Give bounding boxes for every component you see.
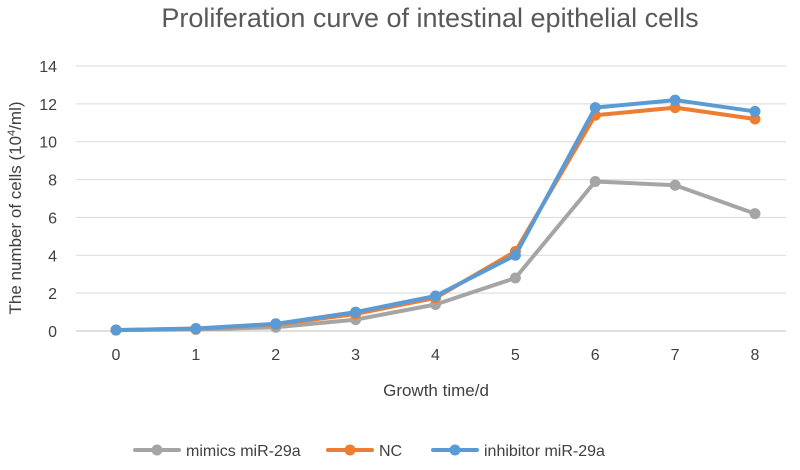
x-tick-label: 4: [431, 347, 440, 364]
data-point: [509, 272, 521, 284]
legend: mimics miR-29a NC inhibitor miR-29a: [133, 443, 605, 460]
data-point: [509, 249, 521, 261]
data-point: [749, 208, 761, 220]
x-tick-label: 0: [112, 347, 121, 364]
y-tick-label: 10: [39, 135, 57, 152]
data-point: [190, 323, 202, 335]
legend-item: NC: [326, 443, 402, 460]
data-point: [110, 324, 122, 336]
series-inhibitor-mir-29a: [110, 94, 761, 336]
y-tick-label: 2: [48, 286, 57, 303]
gridlines: [76, 65, 786, 294]
legend-label: NC: [379, 443, 402, 460]
series-group: [110, 94, 761, 336]
x-tick-label: 1: [191, 347, 200, 364]
x-tick-label: 3: [351, 347, 360, 364]
y-axis-title-exponent: 4: [6, 130, 18, 136]
y-axis-title-suffix: /ml): [6, 101, 25, 129]
data-point: [669, 179, 681, 191]
y-tick-label: 4: [48, 248, 57, 265]
chart-title: Proliferation curve of intestinal epithe…: [161, 3, 698, 33]
data-point: [589, 102, 601, 114]
y-tick-label: 8: [48, 173, 57, 190]
data-point: [669, 102, 681, 114]
x-tick-label: 5: [511, 347, 520, 364]
legend-item: mimics miR-29a: [133, 443, 301, 460]
data-point: [669, 94, 681, 106]
x-axis-title: Growth time/d: [383, 381, 489, 400]
x-tick-label: 6: [591, 347, 600, 364]
x-tick-label: 7: [671, 347, 680, 364]
y-tick-label: 0: [48, 324, 57, 341]
y-axis-title-main: The number of cells (10: [6, 136, 25, 315]
legend-label: mimics miR-29a: [186, 443, 301, 460]
data-point: [430, 290, 441, 302]
y-tick-label: 12: [39, 97, 57, 114]
legend-marker: [344, 444, 356, 456]
data-point: [749, 105, 761, 117]
data-point: [749, 113, 761, 125]
y-axis-ticks: 0 2 4 6 8 10 12 14: [39, 59, 57, 341]
y-axis-title: The number of cells (104/ml): [6, 101, 25, 314]
legend-item: inhibitor miR-29a: [431, 443, 605, 460]
y-tick-label: 6: [48, 210, 57, 227]
legend-marker: [449, 444, 461, 456]
y-tick-label: 14: [39, 59, 57, 76]
x-axis-ticks: 0 1 2 3 4 5 6 7 8: [112, 347, 760, 364]
data-point: [270, 318, 282, 330]
legend-label: inhibitor miR-29a: [484, 443, 605, 460]
data-point: [589, 175, 601, 187]
legend-marker: [151, 444, 163, 456]
x-tick-label: 8: [751, 347, 760, 364]
x-tick-label: 2: [271, 347, 280, 364]
data-point: [350, 306, 362, 318]
